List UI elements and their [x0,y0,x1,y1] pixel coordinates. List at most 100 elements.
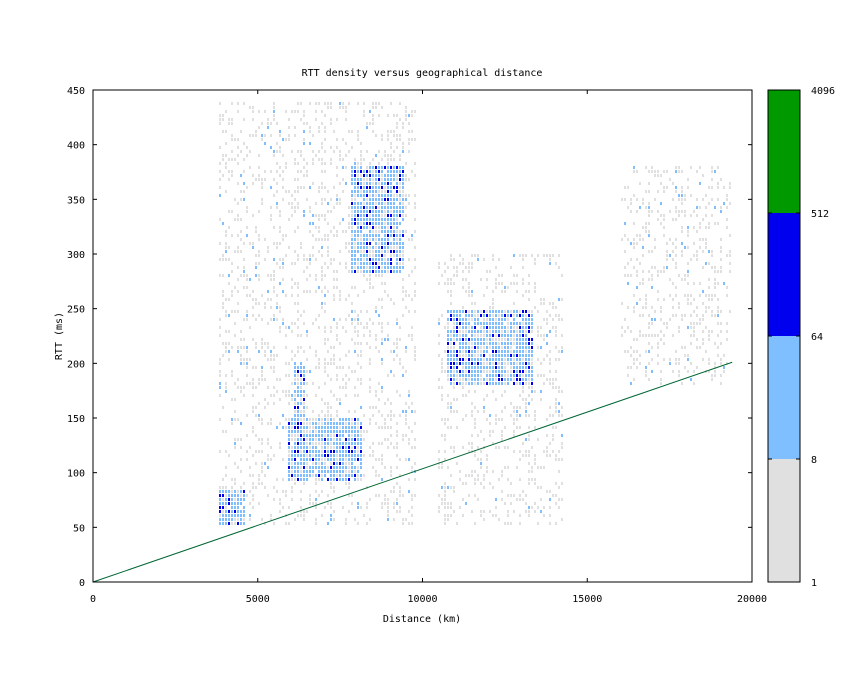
heat-cell [528,414,530,417]
heat-cell [702,198,704,201]
heat-cell [558,318,560,321]
heat-cell [345,386,347,389]
heat-cell [510,358,512,361]
heat-cell [336,426,338,429]
heat-cell [561,346,563,349]
heat-cell [318,470,320,473]
heat-cell [378,410,380,413]
heat-cell [528,342,530,345]
heat-cell [711,378,713,381]
heat-cell [354,234,356,237]
heat-cell [222,342,224,345]
heat-cell [444,422,446,425]
heat-cell [360,458,362,461]
heat-cell [711,330,713,333]
heat-cell [333,510,335,513]
heat-cell [231,150,233,153]
heat-cell [363,326,365,329]
heat-cell [222,290,224,293]
heat-cell [327,478,329,481]
heat-cell [354,430,356,433]
heat-cell [234,514,236,517]
heat-cell [381,342,383,345]
heat-cell [663,270,665,273]
heat-cell [519,330,521,333]
heat-cell [312,454,314,457]
heat-cell [516,418,518,421]
heat-cell [678,370,680,373]
heat-cell [639,282,641,285]
heat-cell [690,362,692,365]
heat-cell [339,438,341,441]
y-tick-label: 50 [73,523,85,534]
heat-cell [471,254,473,257]
heat-cell [384,254,386,257]
heat-cell [468,270,470,273]
heat-cell [261,466,263,469]
heat-cell [336,422,338,425]
heat-cell [558,410,560,413]
heat-cell [720,210,722,213]
heat-cell [381,298,383,301]
heat-cell [222,258,224,261]
heat-cell [450,402,452,405]
heat-cell [459,346,461,349]
heat-cell [513,326,515,329]
heat-cell [225,390,227,393]
heat-cell [492,354,494,357]
heat-cell [231,510,233,513]
heat-cell [504,362,506,365]
heat-cell [327,238,329,241]
heat-cell [441,394,443,397]
heat-cell [327,430,329,433]
heat-cell [300,430,302,433]
heat-cell [510,322,512,325]
heat-cell [357,394,359,397]
heat-cell [381,202,383,205]
heat-cell [654,266,656,269]
heat-cell [396,170,398,173]
heat-cell [366,198,368,201]
heat-cell [669,178,671,181]
heat-cell [357,318,359,321]
heat-cell [309,470,311,473]
heat-cell [360,154,362,157]
heat-cell [372,246,374,249]
heat-cell [468,326,470,329]
heat-cell [387,514,389,517]
heat-cell [342,190,344,193]
heat-cell [324,458,326,461]
heat-cell [672,242,674,245]
heat-cell [681,318,683,321]
heat-cell [513,274,515,277]
heat-cell [396,430,398,433]
heat-cell [261,122,263,125]
heat-cell [408,202,410,205]
heat-cell [681,230,683,233]
heat-cell [483,366,485,369]
heat-cell [309,210,311,213]
heat-cell [717,354,719,357]
heat-cell [666,254,668,257]
heat-cell [549,370,551,373]
heat-cell [666,186,668,189]
heat-cell [648,222,650,225]
heat-cell [366,522,368,525]
heat-cell [696,206,698,209]
heat-cell [549,406,551,409]
heat-cell [273,394,275,397]
heat-cell [651,170,653,173]
heat-cell [252,298,254,301]
heat-cell [297,334,299,337]
heat-cell [366,170,368,173]
heat-cell [243,522,245,525]
heat-cell [675,294,677,297]
heat-cell [318,434,320,437]
heat-cell [546,322,548,325]
heat-cell [231,118,233,121]
heat-cell [681,194,683,197]
heat-cell [375,474,377,477]
heat-cell [690,302,692,305]
heat-cell [708,186,710,189]
heat-cell [258,238,260,241]
